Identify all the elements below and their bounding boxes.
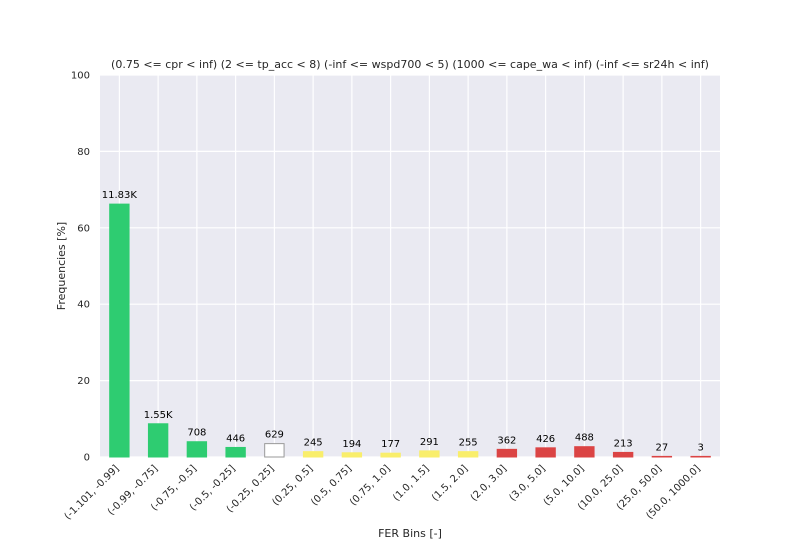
x-axis-title: FER Bins [-] xyxy=(378,527,442,540)
y-tick-label: 100 xyxy=(71,71,90,82)
y-tick-label: 60 xyxy=(77,223,90,234)
bar xyxy=(535,447,556,458)
bar xyxy=(147,423,169,458)
bar-value-label: 177 xyxy=(381,439,400,450)
x-tick-label: (1.0, 1.5] xyxy=(391,463,431,503)
x-tick-label: (0.25, 0.5] xyxy=(270,463,315,508)
x-tick-label: (3.0, 5.0] xyxy=(507,463,547,503)
bar-value-label: 446 xyxy=(226,433,245,444)
bar-value-label: 194 xyxy=(342,439,361,450)
x-axis-ticks: (-1.101, -0.99](-0.99, -0.75](-0.75, -0.… xyxy=(63,463,703,522)
bar-value-label: 255 xyxy=(459,438,478,449)
bar-value-label: 426 xyxy=(536,434,555,445)
x-tick-label: (2.0, 3.0] xyxy=(469,463,509,503)
bar xyxy=(574,446,595,458)
bar-value-labels: 11.83K 1.55K 708 446 629 245 194 177 291 255 362 42… xyxy=(102,190,704,453)
grid-lines xyxy=(100,74,720,458)
bar xyxy=(457,451,479,458)
bar-value-label: 1.55K xyxy=(144,410,173,421)
bar-value-label: 11.83K xyxy=(102,190,138,201)
bar-value-label: 27 xyxy=(656,442,669,453)
plot-area xyxy=(100,75,720,457)
bar xyxy=(419,450,440,458)
y-tick-label: 80 xyxy=(77,147,90,158)
bar xyxy=(225,446,246,458)
bar xyxy=(690,455,711,458)
y-axis-ticks: 0 20 40 60 80 100 xyxy=(71,71,90,464)
bar xyxy=(302,451,324,458)
bar xyxy=(264,443,285,458)
bar-value-label: 629 xyxy=(265,430,284,441)
bars xyxy=(109,203,711,458)
bar-value-label: 488 xyxy=(575,433,594,444)
x-tick-label: (0.5, 0.75] xyxy=(309,463,354,508)
x-tick-label: (1.5, 2.0] xyxy=(430,463,470,503)
bar xyxy=(109,203,130,458)
y-axis-title: Frequencies [%] xyxy=(55,222,68,310)
y-tick-label: 40 xyxy=(77,300,90,311)
bar xyxy=(496,448,518,458)
bar xyxy=(186,441,208,458)
bar xyxy=(651,455,673,458)
bar-value-label: 708 xyxy=(187,428,206,439)
chart-title: (0.75 <= cpr < inf) (2 <= tp_acc < 8) (-… xyxy=(111,58,709,71)
bar-value-label: 245 xyxy=(304,438,323,449)
bar xyxy=(380,452,401,458)
bar xyxy=(341,452,363,458)
y-tick-label: 20 xyxy=(77,376,90,387)
y-tick-label: 0 xyxy=(84,453,90,464)
x-tick-label: (0.75, 1.0] xyxy=(348,463,393,508)
bar-value-label: 213 xyxy=(614,438,633,449)
bar-value-label: 362 xyxy=(497,435,516,446)
bar-value-label: 291 xyxy=(420,437,439,448)
bar xyxy=(612,451,634,458)
bar-value-label: 3 xyxy=(697,442,703,453)
